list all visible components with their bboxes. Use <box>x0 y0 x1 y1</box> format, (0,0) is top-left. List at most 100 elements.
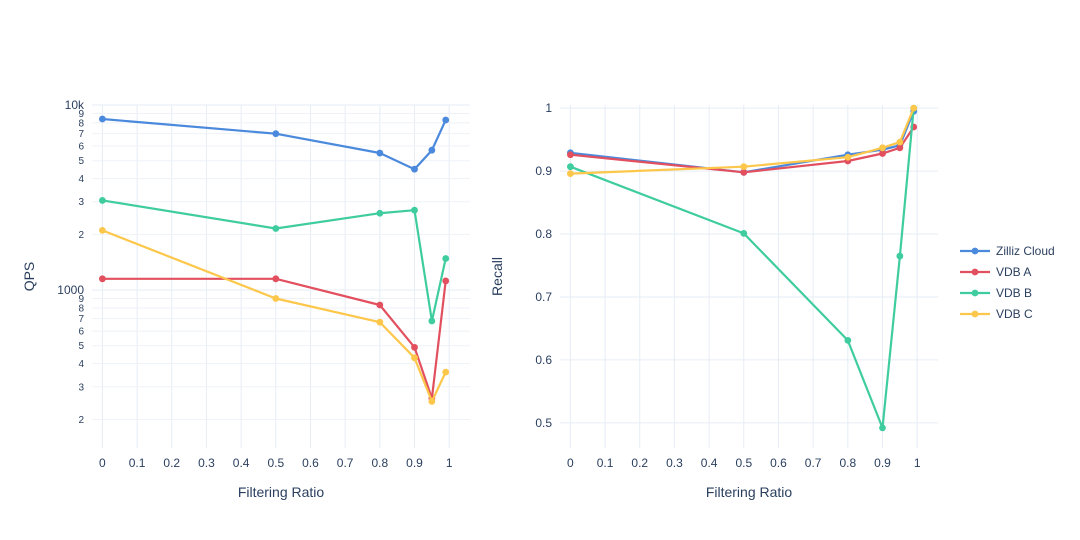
legend-marker <box>971 289 979 297</box>
series-line <box>570 107 915 175</box>
y-minor-tick-label: 8 <box>78 118 84 129</box>
x-tick-label: 0.2 <box>163 456 180 470</box>
y-tick-label: 0.9 <box>535 164 552 178</box>
x-tick-label: 0.4 <box>701 456 718 470</box>
data-point[interactable] <box>99 275 106 283</box>
data-point[interactable] <box>99 197 106 204</box>
series-zilliz-cloud <box>99 115 450 173</box>
x-tick-label: 0.6 <box>770 456 787 470</box>
x-tick-label: 0.7 <box>337 456 354 470</box>
data-point[interactable] <box>442 255 450 262</box>
x-axis-title: Filtering Ratio <box>238 484 325 500</box>
x-tick-label: 0.5 <box>267 456 284 470</box>
legend-marker <box>971 268 979 276</box>
series-vdb-b <box>99 197 450 325</box>
legend-label: VDB C <box>996 307 1033 321</box>
y-minor-tick-label: 8 <box>78 303 84 314</box>
data-point[interactable] <box>411 354 418 362</box>
data-point[interactable] <box>376 318 384 326</box>
data-point[interactable] <box>910 104 918 112</box>
data-point[interactable] <box>272 225 280 232</box>
series-vdb-b <box>567 104 918 432</box>
data-point[interactable] <box>896 144 904 152</box>
data-point[interactable] <box>740 163 748 171</box>
y-minor-tick-label: 7 <box>78 129 84 140</box>
y-tick-label: 0.8 <box>535 227 552 241</box>
data-point[interactable] <box>442 116 450 124</box>
series-line <box>101 229 447 403</box>
data-point[interactable] <box>567 151 574 159</box>
y-tick-label: 10k <box>65 98 85 112</box>
y-minor-tick-label: 5 <box>78 341 84 352</box>
data-point[interactable] <box>428 398 436 405</box>
data-point[interactable] <box>99 115 106 123</box>
legend-item-zilliz-cloud[interactable]: Zilliz Cloud <box>960 244 1055 258</box>
x-tick-labels: 0 0.1 0.2 0.3 0.4 0.5 0.6 0.7 0.8 0.9 1 <box>99 456 453 470</box>
y-minor-tick-label: 3 <box>78 197 84 208</box>
data-point[interactable] <box>567 163 574 171</box>
x-tick-labels: 0 0.1 0.2 0.3 0.4 0.5 0.6 0.7 0.8 0.9 1 <box>567 456 921 470</box>
y-tick-label: 1000 <box>57 283 84 297</box>
x-tick-label: 0.7 <box>805 456 822 470</box>
series-line <box>102 277 447 400</box>
legend-item-vdb-c[interactable]: VDB C <box>960 307 1033 321</box>
legend-label: VDB A <box>996 265 1031 279</box>
data-point[interactable] <box>844 153 852 161</box>
data-point[interactable] <box>99 227 106 234</box>
y-tick-labels: 0.5 0.6 0.7 0.8 0.9 1 <box>535 101 552 430</box>
series-line <box>102 117 447 171</box>
x-tick-label: 0.9 <box>874 456 891 470</box>
gridlines <box>92 104 470 448</box>
legend-label: VDB B <box>996 286 1032 300</box>
legend-item-vdb-b[interactable]: VDB B <box>960 286 1032 300</box>
data-point[interactable] <box>844 336 852 344</box>
y-minor-tick-label: 6 <box>78 327 84 338</box>
x-axis-title: Filtering Ratio <box>706 484 793 500</box>
data-point[interactable] <box>272 295 280 302</box>
x-tick-label: 0.1 <box>129 456 146 470</box>
series-line <box>570 110 915 174</box>
x-tick-label: 0.3 <box>666 456 683 470</box>
x-tick-label: 0.6 <box>302 456 319 470</box>
data-point[interactable] <box>740 229 748 237</box>
data-point[interactable] <box>411 206 418 214</box>
x-tick-label: 0.1 <box>597 456 614 470</box>
y-minor-tick-label: 5 <box>78 156 84 167</box>
y-minor-tick-label: 9 <box>78 294 84 305</box>
x-tick-label: 0.9 <box>406 456 423 470</box>
x-tick-label: 0 <box>567 456 574 470</box>
series-line <box>102 199 447 323</box>
data-point[interactable] <box>896 138 904 146</box>
data-point[interactable] <box>442 368 450 376</box>
data-point[interactable] <box>879 144 886 152</box>
data-point[interactable] <box>411 343 418 351</box>
legend-marker <box>971 247 979 255</box>
data-point[interactable] <box>376 149 384 157</box>
data-point[interactable] <box>272 130 280 138</box>
y-minor-tick-label: 3 <box>78 382 84 393</box>
legend-item-vdb-a[interactable]: VDB A <box>960 265 1031 279</box>
x-tick-label: 1 <box>446 456 453 470</box>
y-minor-tick-label: 4 <box>78 174 84 185</box>
data-point[interactable] <box>376 301 384 309</box>
data-point[interactable] <box>896 252 904 260</box>
data-point[interactable] <box>411 165 418 173</box>
data-point[interactable] <box>428 146 436 154</box>
data-point[interactable] <box>740 168 748 176</box>
data-point[interactable] <box>567 170 574 178</box>
y-tick-label: 1 <box>545 101 552 115</box>
data-point[interactable] <box>879 150 886 157</box>
data-point[interactable] <box>272 275 280 283</box>
data-point[interactable] <box>442 277 450 285</box>
data-point[interactable] <box>376 209 384 217</box>
y-tick-label: 0.7 <box>535 290 552 304</box>
series-vdb-c <box>567 104 918 178</box>
legend: Zilliz Cloud VDB A VDB B VDB C <box>960 244 1055 321</box>
y-minor-tick-label: 6 <box>78 142 84 153</box>
y-minor-tick-label: 7 <box>78 314 84 325</box>
y-minor-tick-label: 9 <box>78 109 84 120</box>
data-point[interactable] <box>428 317 436 325</box>
data-point[interactable] <box>879 424 886 432</box>
y-minor-tick-label: 2 <box>78 230 84 241</box>
